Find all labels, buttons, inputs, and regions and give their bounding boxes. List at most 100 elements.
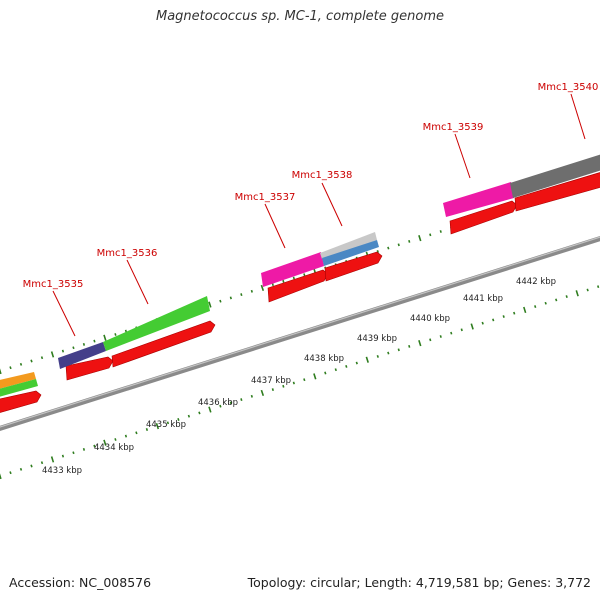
minor-tick (250, 394, 253, 398)
label-mmc1-3536[interactable]: Mmc1_3536 (97, 248, 158, 259)
scale-label: 4438 kbp (304, 354, 344, 364)
label-leaders (52, 93, 586, 337)
label-mmc1-3539[interactable]: Mmc1_3539 (423, 122, 484, 133)
major-tick (418, 340, 422, 347)
cds-arrow[interactable] (111, 320, 216, 368)
gene-feature[interactable] (0, 379, 38, 398)
minor-tick (219, 404, 222, 408)
minor-tick (166, 421, 170, 425)
scale-label: 4439 kbp (357, 334, 397, 344)
minor-tick (187, 414, 191, 418)
scale-label: 4435 kbp (146, 420, 186, 430)
minor-tick (397, 243, 400, 247)
major-tick (103, 439, 107, 446)
minor-tick (282, 279, 285, 283)
major-tick (260, 389, 265, 397)
cds-arrow[interactable] (0, 390, 42, 414)
major-tick (208, 301, 212, 308)
major-tick (208, 406, 212, 413)
minor-tick (93, 444, 96, 448)
minor-tick (429, 338, 432, 342)
minor-tick (30, 464, 33, 468)
minor-tick (61, 349, 65, 353)
minor-tick (387, 246, 390, 250)
cds-arrow[interactable] (514, 171, 600, 212)
minor-tick (30, 359, 33, 363)
minor-tick (240, 293, 243, 297)
scale-labels: 4433 kbp 4434 kbp 4435 kbp 4436 kbp 4437… (42, 277, 556, 476)
minor-tick (93, 339, 96, 343)
accession-text: Accession: NC_008576 (9, 575, 152, 590)
minor-tick (408, 344, 411, 348)
minor-tick (271, 283, 274, 287)
genome-backbone-highlight (0, 236, 600, 428)
minor-tick (303, 378, 306, 382)
minor-tick (9, 471, 12, 475)
minor-tick (345, 364, 348, 368)
minor-tick (397, 348, 400, 352)
minor-tick (513, 311, 516, 315)
leader-line (454, 133, 471, 179)
major-tick (575, 290, 579, 297)
minor-tick (219, 299, 222, 303)
gene-feature[interactable] (0, 372, 36, 390)
leader-line (52, 290, 76, 337)
minor-tick (229, 296, 232, 300)
cds-arrow[interactable] (65, 356, 114, 381)
minor-tick (597, 285, 600, 289)
minor-tick (555, 298, 558, 302)
gene-feature[interactable] (320, 232, 377, 259)
gene-feature[interactable] (103, 296, 210, 351)
gene-feature[interactable] (443, 182, 514, 217)
scale-label: 4434 kbp (94, 443, 134, 453)
gene-feature[interactable] (58, 342, 106, 369)
minor-tick (114, 438, 117, 441)
label-mmc1-3540[interactable]: Mmc1_3540 (538, 82, 599, 93)
major-tick (418, 235, 422, 242)
minor-tick (72, 346, 75, 350)
minor-tick (450, 331, 453, 335)
map-title: Magnetococcus sp. MC-1, complete genome (155, 9, 445, 24)
leader-line (126, 259, 149, 305)
scale-label: 4442 kbp (516, 277, 556, 287)
minor-tick (460, 328, 463, 332)
gene-feature[interactable] (261, 252, 324, 287)
gene-track (0, 153, 600, 398)
minor-tick (544, 301, 547, 305)
minor-tick (324, 371, 327, 375)
major-tick (155, 423, 160, 430)
minor-tick (19, 362, 23, 366)
minor-tick (429, 233, 432, 237)
cds-track (0, 171, 600, 414)
minor-tick (502, 315, 505, 318)
minor-tick (355, 361, 358, 365)
minor-tick (387, 351, 390, 355)
major-tick (365, 356, 369, 363)
major-tick (0, 473, 2, 480)
topology-text: Topology: circular; Length: 4,719,581 bp… (247, 575, 591, 590)
leader-line (321, 182, 343, 227)
minor-tick (481, 321, 484, 325)
major-tick (260, 284, 265, 292)
genome-backbone (0, 235, 600, 432)
gene-feature[interactable] (322, 240, 379, 266)
minor-tick (177, 418, 180, 421)
major-tick (50, 351, 55, 358)
scale-label: 4441 kbp (463, 294, 503, 304)
gene-labels: Mmc1_3535 Mmc1_3536 Mmc1_3537 Mmc1_3538 … (23, 82, 599, 290)
major-tick (313, 373, 317, 380)
gene-feature[interactable] (510, 153, 600, 198)
minor-tick (72, 451, 75, 455)
minor-tick (282, 384, 285, 388)
minor-tick (376, 354, 379, 358)
label-mmc1-3535[interactable]: Mmc1_3535 (23, 279, 84, 290)
label-mmc1-3537[interactable]: Mmc1_3537 (235, 192, 296, 203)
minor-tick (19, 467, 23, 471)
major-tick (523, 306, 527, 314)
scale-label: 4440 kbp (410, 314, 450, 324)
cds-arrow[interactable] (324, 251, 383, 282)
minor-tick (534, 305, 537, 309)
cds-arrow[interactable] (449, 200, 518, 235)
label-mmc1-3538[interactable]: Mmc1_3538 (292, 170, 353, 181)
